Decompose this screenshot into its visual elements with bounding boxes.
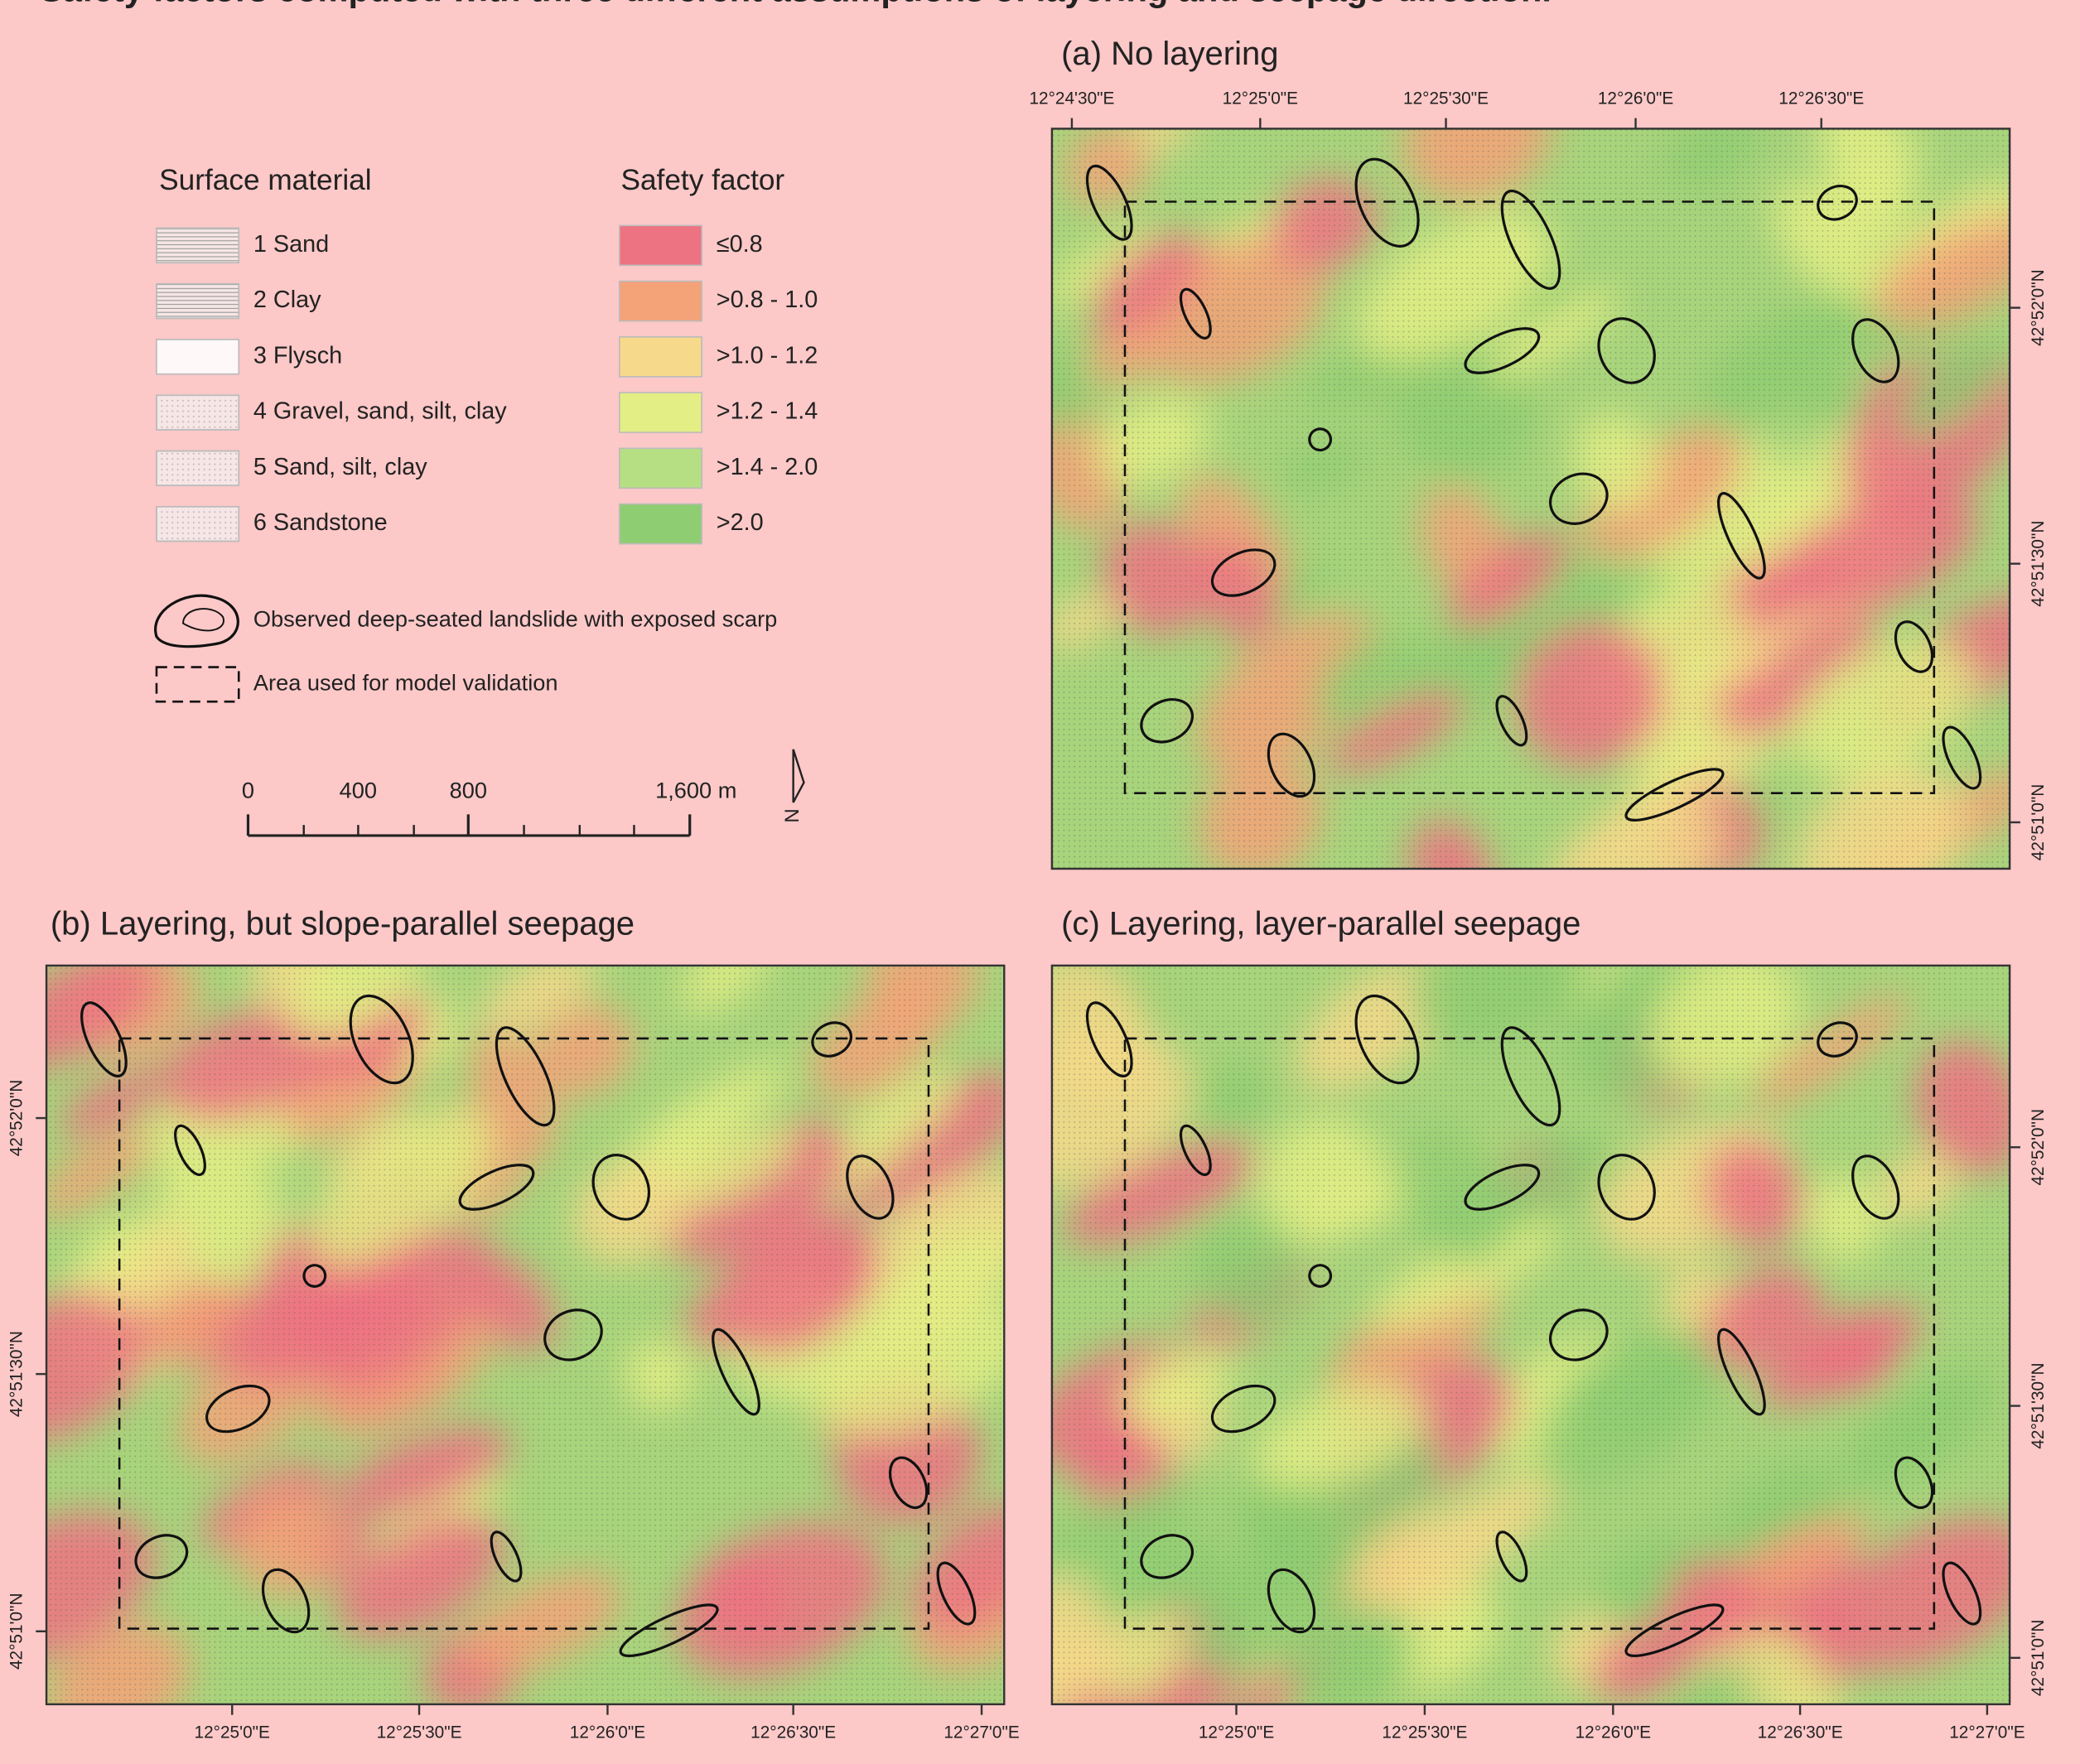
map-body [0,903,1079,1764]
legend-swatch-pattern [157,451,239,486]
legend-swatch-pattern [157,340,239,374]
y-tick-label: 42°51'30"N [7,1331,26,1417]
x-tick-label: 12°25'0"E [1199,1723,1274,1742]
y-tick-label: 42°52'0"N [7,1080,26,1157]
figure: Safety factors computed with three diffe… [0,0,2080,1764]
legend-swatch-pattern [157,284,239,319]
y-tick-label: 42°51'0"N [7,1593,26,1670]
legend-label: Area used for model validation [253,670,558,696]
legend-swatch [620,337,702,377]
scale-label: 1,600 m [655,777,736,802]
y-tick-label: 42°52'0"N [2029,1109,2048,1186]
legend-swatch [620,448,702,488]
legend-label: 4 Gravel, sand, silt, clay [253,398,507,425]
y-tick-label: 42°52'0"N [2029,269,2048,346]
y-tick-label: 42°51'30"N [2029,521,2048,607]
legend-swatch [620,225,702,265]
panel-title: (c) Layering, layer-parallel seepage [1061,905,1581,942]
x-tick-label: 12°26'0"E [1576,1723,1651,1742]
legend-swatch [620,282,702,321]
legend-swatch [620,393,702,432]
x-tick-label: 12°25'30"E [1403,89,1489,108]
y-tick-label: 42°51'0"N [2029,1620,2048,1697]
x-tick-label: 12°25'30"E [1382,1723,1467,1742]
x-tick-label: 12°25'30"E [377,1723,462,1742]
legend-title: Safety factor [620,164,784,196]
north-label: N [781,808,804,822]
legend-label: >2.0 [717,509,764,536]
x-tick-label: 12°27'0"E [1949,1723,2025,1742]
legend-label: 1 Sand [253,231,329,258]
legend-label: 6 Sandstone [253,509,388,536]
x-tick-label: 12°25'0"E [1223,89,1298,108]
x-tick-label: 12°25'0"E [195,1723,270,1742]
legend-title: Surface material [159,164,371,196]
figure-title: Safety factors computed with three diffe… [40,0,1552,8]
x-tick-label: 12°24'30"E [1029,89,1114,108]
legend-label: >0.8 - 1.0 [717,287,818,313]
texture [46,966,1004,1704]
legend-label: 3 Flysch [253,342,342,369]
legend-swatch [620,504,702,544]
y-tick-label: 42°51'0"N [2029,784,2048,861]
x-tick-label: 12°26'30"E [750,1723,836,1742]
x-tick-label: 12°26'30"E [1758,1723,1843,1742]
legend-swatch-pattern [157,395,239,430]
legend-label: >1.0 - 1.2 [717,342,818,369]
x-tick-label: 12°26'0"E [570,1723,645,1742]
legend-label: 5 Sand, silt, clay [253,454,427,480]
map-panel: (c) Layering, layer-parallel seepage 12°2… [953,887,2061,1764]
legend-label: 2 Clay [253,287,321,313]
legend-label: >1.4 - 2.0 [717,454,818,480]
map-body [953,887,2061,1764]
texture [1052,128,2010,869]
scale-label: 800 [450,777,487,802]
texture [1052,966,2010,1704]
legend-label: ≤0.8 [717,231,763,258]
legend-swatch-pattern [157,229,239,263]
panel-title: (a) No layering [1061,36,1278,72]
panel-title: (b) Layering, but slope-parallel seepage [51,905,635,942]
y-tick-label: 42°51'30"N [2029,1363,2048,1449]
legend-swatch-pattern [157,507,239,542]
x-tick-label: 12°26'0"E [1598,89,1673,108]
page: Safety factors computed with three diffe… [0,0,2080,1764]
map-body [999,52,2073,956]
scale-label: 0 [242,777,254,802]
x-tick-label: 12°26'30"E [1778,89,1864,108]
map-panel: (b) Layering, but slope-parallel seepage… [0,903,1079,1764]
map-panel: (a) No layering 12°24'30"E 12°25'0"E 12°25'… [999,36,2073,956]
x-tick-label: 12°27'0"E [943,1723,1019,1742]
legend-label: Observed deep-seated landslide with expo… [253,606,777,632]
legend-label: >1.2 - 1.4 [717,398,818,425]
scale-label: 400 [340,777,377,802]
